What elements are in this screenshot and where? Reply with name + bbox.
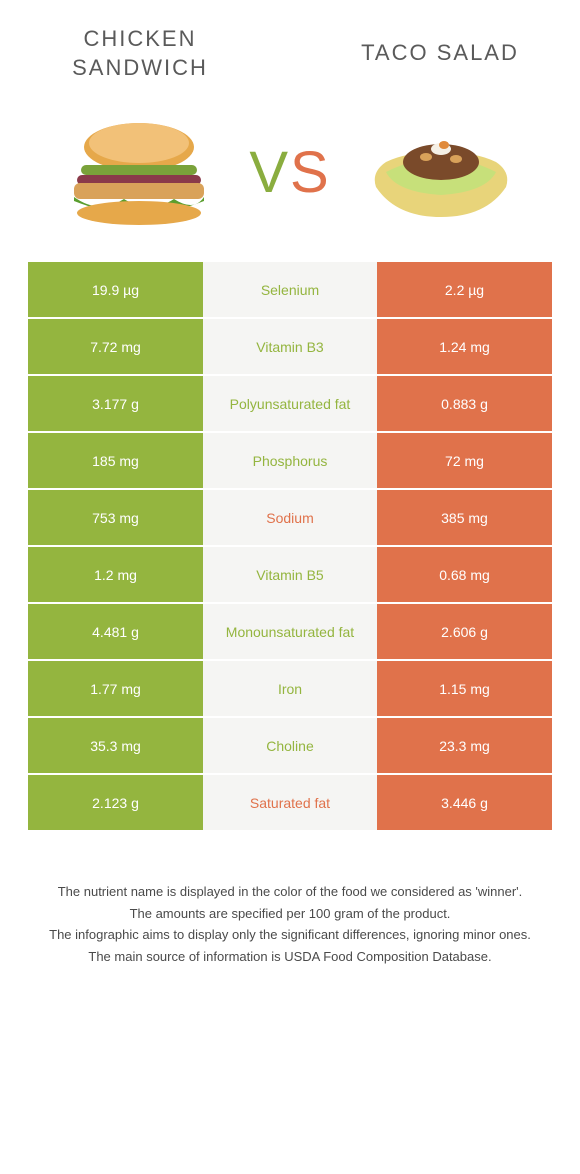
nutrient-label: Iron [203, 661, 377, 716]
sandwich-icon [59, 117, 219, 227]
table-row: 185 mgPhosphorus72 mg [28, 433, 552, 488]
value-right: 385 mg [377, 490, 552, 545]
value-left: 1.2 mg [28, 547, 203, 602]
footer-notes: The nutrient name is displayed in the co… [0, 832, 580, 966]
value-left: 7.72 mg [28, 319, 203, 374]
nutrient-label: Saturated fat [203, 775, 377, 830]
value-left: 35.3 mg [28, 718, 203, 773]
nutrient-label: Selenium [203, 262, 377, 317]
table-row: 2.123 gSaturated fat3.446 g [28, 775, 552, 830]
table-row: 1.77 mgIron1.15 mg [28, 661, 552, 716]
nutrient-label: Vitamin B3 [203, 319, 377, 374]
value-right: 1.15 mg [377, 661, 552, 716]
footer-line: The amounts are specified per 100 gram o… [40, 904, 540, 924]
value-right: 0.883 g [377, 376, 552, 431]
table-row: 35.3 mgCholine23.3 mg [28, 718, 552, 773]
nutrient-label: Monounsaturated fat [203, 604, 377, 659]
header: Chicken sandwich Taco salad [0, 0, 580, 92]
table-row: 7.72 mgVitamin B31.24 mg [28, 319, 552, 374]
nutrient-label: Polyunsaturated fat [203, 376, 377, 431]
footer-line: The main source of information is USDA F… [40, 947, 540, 967]
value-left: 753 mg [28, 490, 203, 545]
nutrient-label: Phosphorus [203, 433, 377, 488]
value-right: 72 mg [377, 433, 552, 488]
table-row: 19.9 µgSelenium2.2 µg [28, 262, 552, 317]
value-right: 2.606 g [377, 604, 552, 659]
table-row: 753 mgSodium385 mg [28, 490, 552, 545]
value-left: 19.9 µg [28, 262, 203, 317]
table-row: 1.2 mgVitamin B50.68 mg [28, 547, 552, 602]
nutrient-label: Choline [203, 718, 377, 773]
food-image-right [361, 112, 521, 232]
value-right: 2.2 µg [377, 262, 552, 317]
food-image-left [59, 112, 219, 232]
nutrient-label: Sodium [203, 490, 377, 545]
vs-v: V [249, 140, 290, 205]
value-left: 2.123 g [28, 775, 203, 830]
value-left: 4.481 g [28, 604, 203, 659]
nutrient-label: Vitamin B5 [203, 547, 377, 602]
value-left: 3.177 g [28, 376, 203, 431]
value-right: 3.446 g [377, 775, 552, 830]
nutrient-table: 19.9 µgSelenium2.2 µg7.72 mgVitamin B31.… [28, 262, 552, 830]
footer-line: The infographic aims to display only the… [40, 925, 540, 945]
vs-row: VS [0, 92, 580, 262]
taco-salad-icon [366, 117, 516, 227]
footer-line: The nutrient name is displayed in the co… [40, 882, 540, 902]
title-right: Taco salad [340, 39, 540, 68]
table-row: 3.177 gPolyunsaturated fat0.883 g [28, 376, 552, 431]
value-right: 0.68 mg [377, 547, 552, 602]
vs-label: VS [249, 139, 330, 206]
value-left: 185 mg [28, 433, 203, 488]
value-right: 1.24 mg [377, 319, 552, 374]
table-row: 4.481 gMonounsaturated fat2.606 g [28, 604, 552, 659]
value-right: 23.3 mg [377, 718, 552, 773]
title-left: Chicken sandwich [40, 25, 240, 82]
value-left: 1.77 mg [28, 661, 203, 716]
vs-s: S [290, 140, 331, 205]
